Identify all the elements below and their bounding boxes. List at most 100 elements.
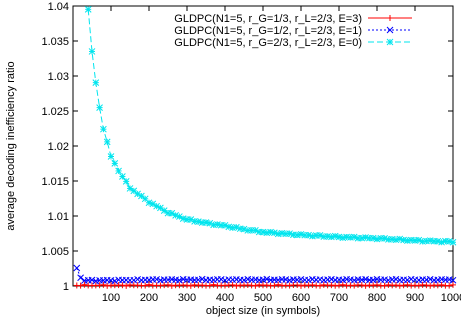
series-3-point [434, 237, 442, 245]
series-3-point [271, 229, 278, 237]
y-tick-label: 1.04 [48, 1, 69, 13]
series-2-point [153, 275, 160, 283]
series-3-point [233, 223, 240, 231]
x-tick-label: 900 [406, 292, 424, 304]
series-3-point [100, 125, 107, 133]
series-1-point [81, 281, 88, 288]
y-tick-label: 1 [63, 281, 69, 293]
series-3-point [96, 104, 103, 111]
series-3-point [122, 178, 130, 185]
series-1-point [210, 281, 217, 288]
series-1-point [77, 282, 84, 289]
series-1-point [165, 281, 171, 288]
series-3 [84, 5, 457, 246]
series-3-point [111, 160, 119, 167]
series-3-point [119, 173, 126, 180]
series-3-point [263, 229, 271, 237]
legend-label-1: GLDPC(N1=5, r_G=1/3, r_L=2/3, E=3) [174, 13, 362, 25]
legend-marker-2 [386, 26, 394, 34]
series-1-point [328, 282, 335, 289]
series-2-point [240, 276, 248, 284]
series-2-point [73, 264, 81, 272]
legend-label-2: GLDPC(N1=5, r_G=1/2, r_L=2/3, E=1) [174, 25, 362, 37]
series-3-point [130, 187, 138, 195]
series-1-point [339, 281, 346, 288]
x-tick-label: 700 [330, 292, 348, 304]
series-3-point [449, 238, 457, 246]
series-3-point [248, 226, 255, 234]
series-2-point [77, 274, 84, 282]
series-3-point [92, 79, 100, 86]
series-1-point [438, 281, 445, 288]
y-tick-label: 1.005 [41, 246, 69, 258]
x-tick-label: 400 [216, 292, 234, 304]
series-3-point [396, 235, 404, 243]
series-3-point [373, 235, 381, 243]
series-3-point [195, 218, 202, 225]
series-1-point [104, 282, 111, 289]
y-tick-label: 1.02 [48, 141, 69, 153]
series-2-point [176, 276, 183, 284]
series-3-point [107, 153, 115, 160]
series-1-point [275, 281, 282, 288]
series-3-point [400, 236, 407, 244]
series-2-point [111, 277, 119, 285]
series-3-point [157, 204, 164, 212]
series-1-point [351, 282, 358, 289]
x-tick-label: 300 [178, 292, 196, 304]
y-tick-label: 1.025 [41, 106, 69, 118]
series-1-point [317, 282, 323, 289]
series-1-point [229, 281, 236, 288]
series-1-point [396, 282, 403, 289]
series-3-point [259, 228, 267, 236]
series-1-point [336, 282, 342, 289]
series-3-point [103, 138, 111, 146]
legend-marker-3 [386, 38, 394, 46]
series-1-point [233, 282, 240, 289]
series-1-point [184, 282, 190, 289]
series-1-point [427, 282, 434, 289]
series-1 [73, 281, 456, 289]
y-axis-title: average decoding inefficiency ratio [5, 61, 17, 230]
series-1-point [119, 282, 126, 289]
y-tick-label: 1.03 [48, 71, 69, 83]
series-2-point [88, 276, 96, 284]
series-1-point [187, 282, 194, 289]
series-1-point [123, 282, 130, 289]
series-1-point [423, 282, 430, 289]
series-3-point [138, 192, 145, 200]
series-1-point [100, 281, 107, 288]
series-1-point [309, 281, 316, 288]
series-3-point [84, 5, 92, 13]
x-tick-label: 600 [292, 292, 310, 304]
legend: GLDPC(N1=5, r_G=1/3, r_L=2/3, E=3)GLDPC(… [174, 13, 412, 49]
series-1-point [142, 282, 149, 289]
series-1-point [294, 281, 301, 288]
x-axis-title: object size (in symbols) [206, 305, 320, 317]
series-3-point [179, 215, 187, 222]
x-tick-label: 1000 [441, 292, 461, 304]
series-3-point [214, 221, 221, 228]
series-1-point [393, 282, 399, 289]
x-tick-label: 100 [102, 292, 120, 304]
y-tick-label: 1.035 [41, 36, 69, 48]
series-3-point [240, 225, 248, 233]
y-tick-label: 1.01 [48, 211, 69, 223]
series-1-point [374, 281, 380, 288]
series-3-point [381, 235, 388, 242]
series-layer [73, 5, 457, 289]
series-3-point [305, 231, 312, 239]
x-tick-label: 200 [140, 292, 158, 304]
series-1-point [298, 282, 304, 289]
series-1-point [146, 281, 152, 288]
series-line-2 [76, 267, 454, 282]
x-tick-label: 800 [368, 292, 386, 304]
series-2 [73, 264, 457, 285]
series-3-point [115, 167, 122, 175]
series-1-point [286, 282, 293, 289]
axis-ticks: 100 200 300 400 500 600 700 800 900 1000 1 1.005 1.0… [41, 1, 461, 304]
series-3-point [335, 233, 343, 241]
series-1-point [381, 282, 388, 289]
legend-marker-1 [387, 15, 393, 21]
